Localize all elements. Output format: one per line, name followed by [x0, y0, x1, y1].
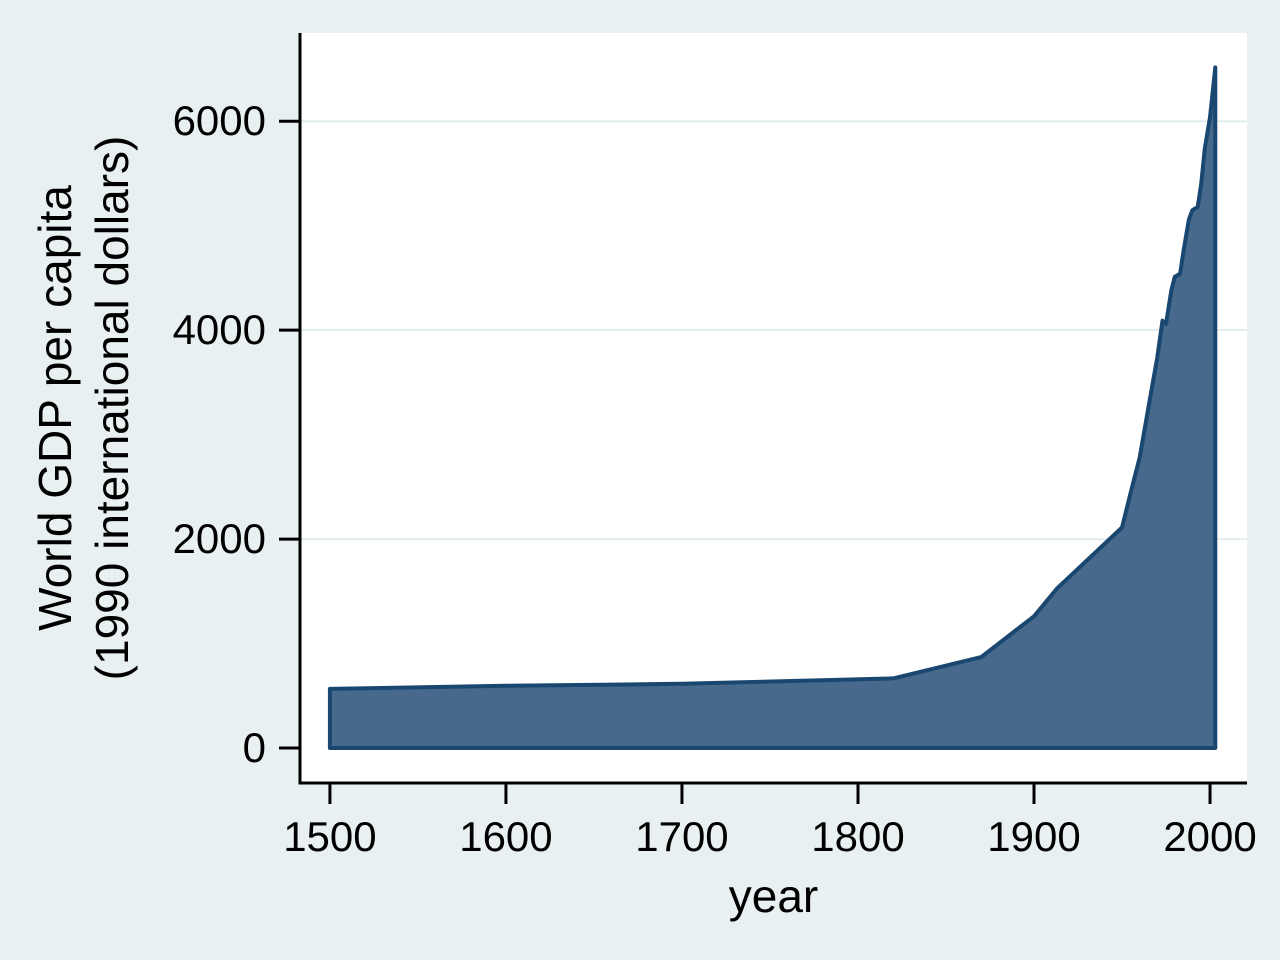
x-tick-label-1800: 1800: [811, 813, 905, 860]
x-tick-label-1600: 1600: [459, 813, 553, 860]
y-tick-label-0: 0: [242, 724, 266, 771]
y-axis-title-line2: (1990 international dollars): [86, 135, 138, 681]
x-axis-title: year: [728, 870, 819, 922]
y-axis-title-line1: World GDP per capita: [28, 185, 81, 631]
y-tick-label-6000: 6000: [172, 97, 266, 145]
x-tick-label-2000: 2000: [1163, 813, 1257, 860]
y-tick-label-2000: 2000: [172, 515, 266, 563]
x-tick-label-1900: 1900: [987, 813, 1081, 860]
y-tick-label-4000: 4000: [172, 306, 266, 354]
x-tick-label-1500: 1500: [283, 813, 377, 860]
gdp-area-series: [327, 65, 1218, 750]
x-tick-label-1700: 1700: [635, 813, 729, 860]
y-axis-title: World GDP per capita (1990 international…: [27, 136, 141, 681]
